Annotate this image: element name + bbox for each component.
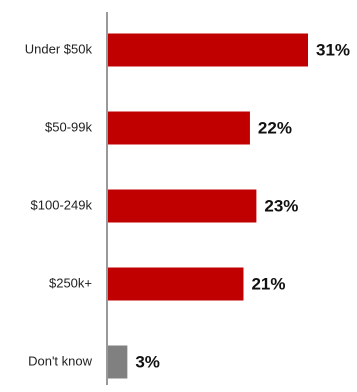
bar-don-t-know — [108, 345, 128, 379]
category-labels-group: Under $50k $50-99k $100-249k $250k+ Don't kn… — [25, 41, 93, 368]
value-label-under-50k: 31% — [316, 40, 350, 59]
bar-250k — [108, 267, 244, 301]
bars-group — [108, 33, 308, 379]
value-labels-group: 31% 22% 23% 21% 3% — [135, 40, 350, 371]
category-label-50-99k: $50-99k — [45, 119, 92, 134]
value-label-don-t-know: 3% — [135, 352, 160, 371]
bar-50-99k — [108, 111, 250, 145]
value-label-100-249k: 23% — [264, 196, 298, 215]
category-label-don-t-know: Don't know — [28, 353, 93, 368]
category-label-100-249k: $100-249k — [31, 197, 93, 212]
category-label-250k: $250k+ — [49, 275, 92, 290]
bar-under-50k — [108, 33, 308, 67]
value-label-50-99k: 22% — [258, 118, 292, 137]
bar-100-249k — [108, 189, 257, 223]
category-label-under-50k: Under $50k — [25, 41, 93, 56]
value-label-250k: 21% — [251, 274, 285, 293]
